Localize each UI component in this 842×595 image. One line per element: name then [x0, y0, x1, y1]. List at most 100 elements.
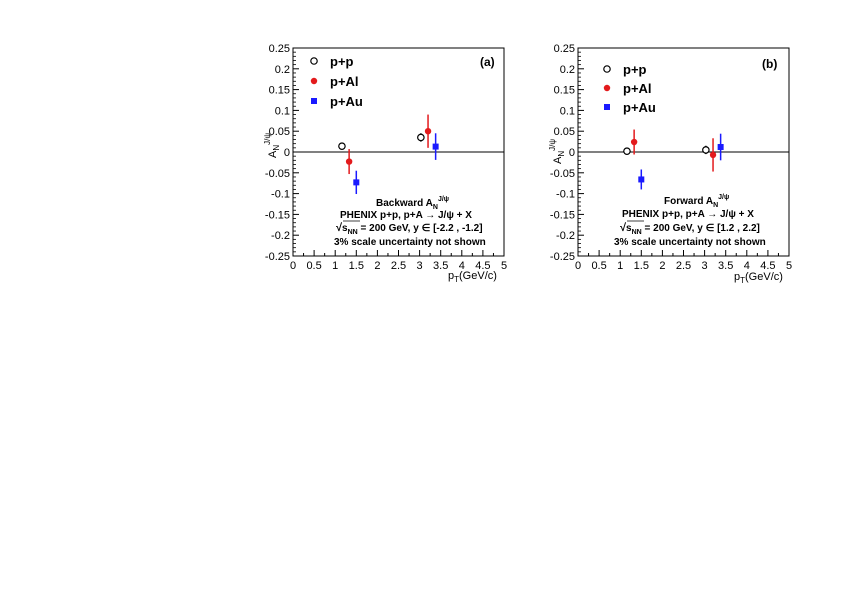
legend-marker-pal-a: [310, 77, 318, 85]
y-tick-label-b: -0.1: [556, 189, 575, 201]
data-points-b: [623, 129, 724, 190]
x-tick-label-b: 3: [702, 260, 708, 272]
y-tick-label-b: 0.15: [554, 85, 575, 97]
legend-b: p+p p+Al p+Au: [603, 62, 656, 115]
y-tick-label-a: 0.15: [269, 85, 290, 97]
annotation-b: Forward ANJ/ψ PHENIX p+p, p+A → J/ψ + X …: [614, 194, 766, 248]
svg-text:Backward ANJ/ψ: Backward ANJ/ψ: [376, 196, 449, 211]
y-tick-label-b: 0.2: [560, 64, 575, 76]
point-pal-b: [709, 151, 717, 159]
ann-title-b: Forward A: [664, 196, 713, 207]
x-tick-label-a: 1.5: [349, 260, 364, 272]
x-tick-label-b: 4: [744, 260, 750, 272]
y-tick-label-a: 0.2: [275, 64, 290, 76]
point-pp-b: [623, 147, 631, 155]
ann-line2-a: PHENIX p+p, p+A → J/ψ + X: [340, 210, 472, 221]
panel-label-b: (b): [762, 57, 777, 71]
y-tick-label-b: 0.05: [554, 126, 575, 138]
annotation-a: Backward ANJ/ψ PHENIX p+p, p+A → J/ψ + X…: [334, 196, 486, 248]
svg-text:√sNN = 200 GeV, y ∈ [1.2 , 2.: √sNN = 200 GeV, y ∈ [1.2 , 2.2]: [620, 222, 760, 236]
x-ticks-b: 0 0.5 1 1.5 2 2.5 3 3.5 4 4.5 5: [575, 250, 792, 272]
y-tick-label-a: 0.25: [269, 43, 290, 55]
sqrt-sign-a: √: [336, 222, 343, 234]
legend-label-pal-b: p+Al: [623, 81, 652, 96]
y-axis-label-a: ANJ/ψ: [263, 133, 281, 158]
point-pau-b: [638, 176, 645, 183]
legend-label-pau-b: p+Au: [623, 100, 656, 115]
ann-line2-b: PHENIX p+p, p+A → J/ψ + X: [622, 209, 754, 220]
legend-label-pp-a: p+p: [330, 54, 354, 69]
svg-text:Forward ANJ/ψ: Forward ANJ/ψ: [664, 194, 729, 209]
x-axis-unit-b: (GeV/c): [745, 271, 783, 283]
y-tick-label-a: 0.05: [269, 126, 290, 138]
y-axis-sup-b: J/ψ: [548, 139, 557, 151]
y-tick-label-a: 0.1: [275, 105, 290, 117]
y-tick-label-a: -0.25: [265, 251, 290, 263]
y-axis-sup-a: J/ψ: [263, 133, 272, 145]
ann-line3-a: = 200 GeV, y ∈ [-2.2 , -1.2]: [358, 223, 483, 234]
y-ticks-b: -0.25 -0.2 -0.15 -0.1 -0.05 0 0.05 0.1 0.15 0.2 0.…: [550, 43, 584, 263]
x-tick-label-b: 4.5: [760, 260, 775, 272]
point-pal-a: [424, 128, 432, 135]
y-axis-label-b: ANJ/ψ: [548, 139, 566, 164]
y-tick-label-a: -0.05: [265, 168, 290, 180]
x-tick-label-a: 3: [417, 260, 423, 272]
x-tick-label-b: 2.5: [676, 260, 691, 272]
y-tick-label-b: -0.05: [550, 168, 575, 180]
y-axis-sub-a: N: [272, 145, 281, 151]
y-tick-label-b: 0: [569, 147, 575, 159]
point-pau-a: [353, 179, 360, 186]
point-pau-b: [717, 144, 724, 151]
x-tick-label-a: 1: [332, 260, 338, 272]
panel-label-a: (a): [480, 55, 495, 69]
x-tick-label-a: 2: [374, 260, 380, 272]
y-ticks-a: -0.25 -0.2 -0.15 -0.1 -0.05 0 0.05 0.1 0.15 0.2 0.…: [265, 43, 299, 263]
x-tick-label-b: 3.5: [718, 260, 733, 272]
ann-line3-b: = 200 GeV, y ∈ [1.2 , 2.2]: [642, 223, 760, 234]
ann-line4-a: 3% scale uncertainty not shown: [334, 237, 486, 248]
y-tick-label-b: -0.15: [550, 209, 575, 221]
x-axis-sub-a: T: [454, 275, 459, 284]
svg-text:ANJ/ψ: ANJ/ψ: [548, 139, 566, 164]
legend-marker-pp-a: [310, 57, 318, 65]
legend-marker-pau-b: [604, 104, 610, 110]
y-tick-label-a: 0: [284, 147, 290, 159]
ann-title-sup-b: J/ψ: [718, 194, 729, 201]
x-tick-label-a: 4.5: [475, 260, 490, 272]
x-tick-label-b: 0: [575, 260, 581, 272]
ann-title-sub-b: N: [713, 202, 718, 209]
ann-sqrt-a: s: [342, 223, 348, 234]
point-pp-a: [417, 133, 425, 142]
point-pal-b: [630, 138, 638, 146]
y-axis-sub-b: N: [557, 151, 566, 157]
y-tick-label-b: 0.25: [554, 43, 575, 55]
x-tick-label-a: 0.5: [306, 260, 321, 272]
data-points-a: [338, 114, 439, 195]
ann-line4-b: 3% scale uncertainty not shown: [614, 237, 766, 248]
legend-label-pp-b: p+p: [623, 62, 647, 77]
point-pal-a: [345, 158, 353, 165]
x-axis-label-b: p: [734, 271, 740, 283]
point-pau-a: [432, 143, 439, 150]
y-axis-main-a: A: [267, 150, 279, 158]
ann-sqrt-sub-a: NN: [348, 229, 358, 236]
ann-title-sub-a: N: [433, 204, 438, 211]
panel-a: 0 0.5 1 1.5 2 2.5 3 3.5 4 4.5 5 -0.25 -0.2 -0.15 -0.1…: [263, 43, 507, 284]
x-tick-label-a: 0: [290, 260, 296, 272]
x-tick-label-a: 3.5: [433, 260, 448, 272]
y-tick-label-a: -0.2: [271, 230, 290, 242]
x-tick-label-a: 4: [459, 260, 465, 272]
x-tick-label-a: 2.5: [391, 260, 406, 272]
x-tick-label-b: 1: [617, 260, 623, 272]
svg-text:pT(GeV/c): pT(GeV/c): [734, 271, 783, 285]
x-axis-unit-a: (GeV/c): [459, 270, 497, 282]
x-tick-label-b: 5: [786, 260, 792, 272]
x-tick-label-a: 5: [501, 260, 507, 272]
x-ticks-a: 0 0.5 1 1.5 2 2.5 3 3.5 4 4.5 5: [290, 250, 507, 272]
ann-title-a: Backward A: [376, 198, 433, 209]
ann-sqrt-b: s: [626, 223, 632, 234]
y-tick-label-a: -0.15: [265, 209, 290, 221]
point-pp-a: [338, 142, 346, 150]
sqrt-sign-b: √: [620, 222, 627, 234]
y-tick-label-b: 0.1: [560, 105, 575, 117]
